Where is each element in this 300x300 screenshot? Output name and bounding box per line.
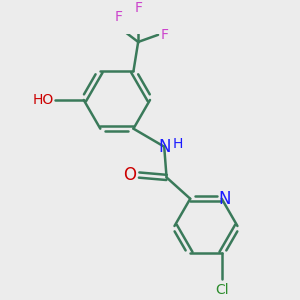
Text: N: N (158, 138, 170, 156)
Text: H: H (172, 137, 183, 151)
Text: HO: HO (32, 93, 53, 107)
Text: F: F (114, 11, 122, 24)
Text: F: F (134, 1, 142, 15)
Text: O: O (123, 166, 136, 184)
Text: Cl: Cl (215, 283, 229, 297)
Text: N: N (219, 190, 231, 208)
Text: F: F (160, 28, 168, 42)
